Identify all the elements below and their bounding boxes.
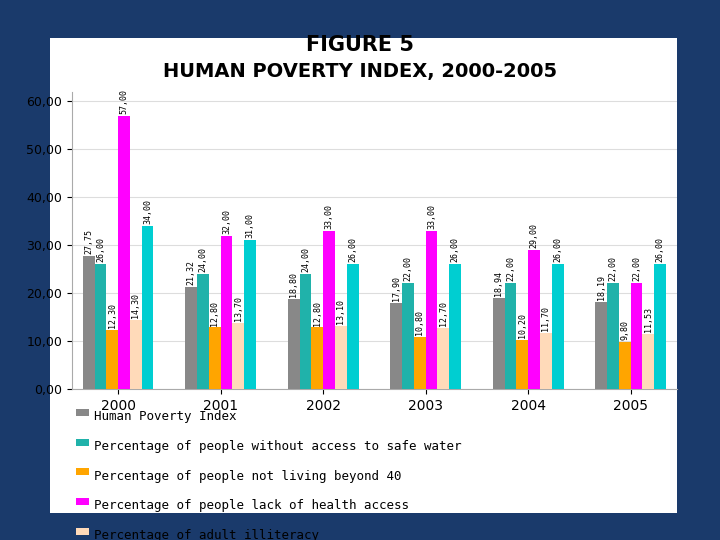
Text: 12,70: 12,70 xyxy=(438,301,448,326)
Bar xyxy=(402,284,414,389)
Text: 22,00: 22,00 xyxy=(608,256,618,281)
Bar xyxy=(426,231,438,389)
Bar xyxy=(642,334,654,389)
Text: HUMAN POVERTY INDEX, 2000-2005: HUMAN POVERTY INDEX, 2000-2005 xyxy=(163,62,557,81)
Bar xyxy=(233,323,244,389)
Text: 14,30: 14,30 xyxy=(131,293,140,319)
Bar xyxy=(197,274,209,389)
Bar xyxy=(300,274,311,389)
Text: 26,00: 26,00 xyxy=(348,238,357,262)
Text: Percentage of people not living beyond 40: Percentage of people not living beyond 4… xyxy=(94,470,401,483)
Bar xyxy=(631,284,642,389)
Bar xyxy=(505,284,516,389)
Text: 22,00: 22,00 xyxy=(632,256,641,281)
Text: 10,80: 10,80 xyxy=(415,310,424,335)
Bar xyxy=(335,326,347,389)
Bar xyxy=(654,264,666,389)
Bar xyxy=(107,330,118,389)
Bar xyxy=(449,264,461,389)
Bar xyxy=(244,240,256,389)
Text: 32,00: 32,00 xyxy=(222,208,231,234)
Text: 34,00: 34,00 xyxy=(143,199,152,224)
Text: 26,00: 26,00 xyxy=(553,238,562,262)
Bar xyxy=(209,327,220,389)
Bar xyxy=(414,337,426,389)
Bar xyxy=(288,299,300,389)
Text: 33,00: 33,00 xyxy=(325,204,333,229)
Bar xyxy=(528,250,540,389)
Text: 12,30: 12,30 xyxy=(108,303,117,328)
Bar xyxy=(552,264,564,389)
Text: 11,70: 11,70 xyxy=(541,306,550,331)
Bar xyxy=(220,235,233,389)
Text: 57,00: 57,00 xyxy=(120,89,129,114)
Text: Human Poverty Index: Human Poverty Index xyxy=(94,410,236,423)
Text: 22,00: 22,00 xyxy=(506,256,515,281)
Text: 24,00: 24,00 xyxy=(199,247,207,272)
Text: 12,80: 12,80 xyxy=(312,301,322,326)
Bar xyxy=(516,340,528,389)
Text: 9,80: 9,80 xyxy=(620,320,629,340)
Text: Percentage of people lack of health access: Percentage of people lack of health acce… xyxy=(94,500,409,512)
Text: 10,20: 10,20 xyxy=(518,313,527,338)
Bar xyxy=(185,287,197,389)
Bar xyxy=(130,320,142,389)
Bar xyxy=(347,264,359,389)
Bar xyxy=(83,256,94,389)
Bar xyxy=(94,264,107,389)
Bar xyxy=(311,327,323,389)
Bar xyxy=(540,333,552,389)
Text: Percentage of adult illiteracy: Percentage of adult illiteracy xyxy=(94,529,319,540)
Text: 26,00: 26,00 xyxy=(451,238,459,262)
Text: 22,00: 22,00 xyxy=(403,256,413,281)
Text: 24,00: 24,00 xyxy=(301,247,310,272)
Text: 26,00: 26,00 xyxy=(96,238,105,262)
Bar xyxy=(492,298,505,389)
Text: FIGURE 5: FIGURE 5 xyxy=(306,35,414,55)
Text: 13,70: 13,70 xyxy=(234,296,243,321)
Text: Percentage of people without access to safe water: Percentage of people without access to s… xyxy=(94,440,461,453)
Text: 26,00: 26,00 xyxy=(656,238,665,262)
Bar xyxy=(323,231,335,389)
Text: 13,10: 13,10 xyxy=(336,299,346,324)
Text: 12,80: 12,80 xyxy=(210,301,220,326)
Bar xyxy=(390,303,402,389)
Bar xyxy=(607,284,619,389)
Text: 11,53: 11,53 xyxy=(644,307,653,332)
Text: 18,94: 18,94 xyxy=(494,271,503,296)
Text: 31,00: 31,00 xyxy=(246,213,255,238)
Text: 27,75: 27,75 xyxy=(84,229,93,254)
Text: 29,00: 29,00 xyxy=(529,223,539,248)
Text: 21,32: 21,32 xyxy=(186,260,196,285)
Text: 18,80: 18,80 xyxy=(289,272,298,297)
Bar xyxy=(438,328,449,389)
Bar xyxy=(619,342,631,389)
Bar xyxy=(142,226,153,389)
Text: 18,19: 18,19 xyxy=(597,275,606,300)
Bar xyxy=(595,302,607,389)
Text: 33,00: 33,00 xyxy=(427,204,436,229)
Bar xyxy=(118,116,130,389)
Text: 17,90: 17,90 xyxy=(392,276,401,301)
